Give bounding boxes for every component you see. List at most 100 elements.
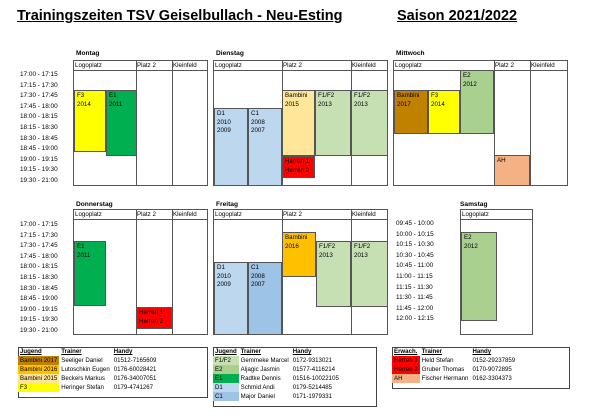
block-d1: D1 2010 2009 bbox=[214, 108, 248, 186]
legend-header: Handy bbox=[113, 348, 133, 355]
col-platz2: Platz 2 bbox=[495, 62, 514, 69]
header-row: Logoplatz Platz 2 Kleinfeld bbox=[74, 210, 207, 220]
time-column-bottom: 17:00 - 17:15 17:15 - 17:30 17:30 - 17:45 1… bbox=[20, 221, 72, 341]
season-label: Saison 2021/2022 bbox=[397, 8, 518, 24]
schedule-tuesday: Logoplatz Platz 2 Kleinfeld D1 2010 2009 C… bbox=[213, 60, 388, 186]
legend-header: Jugend bbox=[215, 348, 237, 355]
col-logoplatz: Logoplatz bbox=[75, 62, 102, 69]
time-slot-label: 19:00 - 19:15 bbox=[20, 305, 58, 313]
time-slot-label: 11:45 - 12:00 bbox=[396, 304, 434, 312]
col-platz2: Platz 2 bbox=[137, 211, 156, 218]
time-slot-label: 17:45 - 18:00 bbox=[20, 102, 58, 110]
legend-row: F1/F2 Gemmeke Marcel 0172-9313021 bbox=[213, 356, 333, 365]
header-row: Logoplatz Platz 2 Kleinfeld bbox=[74, 61, 207, 71]
legend-row: C1 Major Daniel 0171-1979331 bbox=[213, 392, 333, 401]
schedule-thursday: Logoplatz Platz 2 Kleinfeld E1 2011 Herre… bbox=[73, 209, 208, 335]
legend-header: Handy bbox=[292, 348, 312, 355]
legend-header: Trainer bbox=[421, 348, 443, 355]
col-kleinfeld: Kleinfeld bbox=[173, 211, 197, 218]
time-slot-label: 18:45 - 19:00 bbox=[20, 295, 58, 303]
legend-header: Trainer bbox=[240, 348, 261, 355]
block-e2: E2 2012 bbox=[461, 232, 497, 321]
col-kleinfeld: Kleinfeld bbox=[531, 62, 555, 69]
time-slot-label: 19:15 - 19:30 bbox=[20, 316, 58, 324]
divider bbox=[136, 210, 137, 334]
schedule-saturday: Logoplatz E2 2012 bbox=[460, 209, 533, 335]
schedule-monday: Logoplatz Platz 2 Kleinfeld F3 2014 E1 201… bbox=[73, 60, 208, 186]
col-logoplatz: Logoplatz bbox=[75, 211, 102, 218]
block-f1f2: F1/F2 2013 bbox=[315, 90, 351, 156]
time-slot-label: 17:30 - 17:45 bbox=[20, 242, 58, 250]
time-slot-label: 18:15 - 18:30 bbox=[20, 124, 58, 131]
block-bambini: Bambini 2016 bbox=[282, 232, 316, 277]
day-monday: Montag bbox=[76, 50, 100, 57]
legend-row: Bambini 2016 Lutoschkin Eugen 0176-6002842… bbox=[18, 365, 157, 374]
legend-jugend-2: Jugend Trainer Handy F1/F2 Gemmeke Marcel… bbox=[213, 347, 377, 407]
block-e2: E2 2012 bbox=[460, 70, 494, 134]
time-slot-label: 17:00 - 17:15 bbox=[20, 71, 58, 78]
time-slot-label: 10:30 - 10:45 bbox=[396, 251, 434, 259]
block-f3: F3 2014 bbox=[74, 90, 106, 152]
time-slot-label: 17:15 - 17:30 bbox=[20, 81, 58, 89]
col-logoplatz: Logoplatz bbox=[395, 62, 422, 69]
time-column-top: 17:00 - 17:15 17:15 - 17:30 17:30 - 17:45 1… bbox=[20, 71, 72, 191]
divider bbox=[172, 210, 173, 334]
legend-row: Bambini 2017 Seeliger Daniel 01512-7165609 bbox=[18, 356, 157, 365]
time-slot-label: 18:45 - 19:00 bbox=[20, 145, 58, 153]
time-slot-label: 17:15 - 17:30 bbox=[20, 231, 58, 239]
col-platz2: Platz 2 bbox=[283, 211, 302, 218]
legend-erwachsene: Erwach. Trainer Handy Herren 1 Held Stefa… bbox=[392, 347, 570, 389]
time-slot-label: 19:15 - 19:30 bbox=[20, 166, 58, 174]
time-slot-label: 10:00 - 10:15 bbox=[396, 230, 434, 238]
time-slot-label: 12:00 - 12:15 bbox=[396, 315, 434, 323]
time-slot-label: 18:00 - 18:15 bbox=[20, 113, 58, 121]
col-platz2: Platz 2 bbox=[283, 62, 302, 69]
schedule-wednesday: Logoplatz Platz 2 Kleinfeld Bambini 2017 … bbox=[393, 60, 568, 186]
divider bbox=[530, 61, 531, 185]
block-e1: E1 2011 bbox=[106, 90, 137, 156]
legend-row: Herren 1 Held Stefan 0152-29237859 bbox=[392, 356, 516, 365]
block-f1f2: F1/F2 2013 bbox=[351, 241, 388, 307]
legend-row: E2 Aljagic Jasmin 01577-4116214 bbox=[213, 365, 336, 374]
divider bbox=[494, 61, 495, 185]
schedule-friday: Logoplatz Platz 2 Kleinfeld Bambini 2016 … bbox=[213, 209, 388, 335]
legend-row: D1 Schmid Andi 0179-5214485 bbox=[213, 383, 333, 392]
legend-row: E1 Radtke Dennis 01516-10022105 bbox=[213, 374, 339, 383]
header-row: Logoplatz bbox=[461, 210, 532, 220]
block-d1: D1 2010 2009 bbox=[214, 262, 248, 335]
day-wednesday: Mittwoch bbox=[396, 50, 425, 57]
day-tuesday: Dienstag bbox=[216, 50, 244, 57]
legend-header: Trainer bbox=[61, 348, 82, 355]
day-thursday: Donnerstag bbox=[76, 201, 113, 208]
legend-header: Jugend bbox=[20, 348, 42, 355]
header-row: Logoplatz Platz 2 Kleinfeld bbox=[214, 61, 387, 71]
time-slot-label: 18:00 - 18:15 bbox=[20, 263, 58, 271]
legend-row: AH Fischer Hermann 0162-3304373 bbox=[392, 374, 512, 383]
time-slot-label: 18:15 - 18:30 bbox=[20, 274, 58, 281]
divider bbox=[172, 61, 173, 185]
time-slot-label: 11:00 - 11:15 bbox=[396, 273, 433, 280]
block-herren: Herren 1 Herren 2 bbox=[282, 156, 315, 178]
time-slot-label: 10:45 - 11:00 bbox=[396, 262, 434, 270]
legend-row: Bambini 2015 Beckers Markus 0176-34007051 bbox=[18, 374, 157, 383]
legend-row: Herren 2 Gruber Thomas 0170-9072895 bbox=[392, 365, 512, 374]
block-c1: C1 2008 2007 bbox=[248, 262, 282, 335]
legend-header: Erwach. bbox=[394, 348, 418, 355]
block-f3: F3 2014 bbox=[428, 90, 460, 134]
col-kleinfeld: Kleinfeld bbox=[352, 62, 376, 69]
day-friday: Freitag bbox=[216, 201, 238, 208]
block-f1f2: F1/F2 2013 bbox=[316, 241, 351, 307]
col-logoplatz: Logoplatz bbox=[462, 211, 489, 218]
block-c1: C1 2008 2007 bbox=[248, 108, 282, 186]
time-slot-label: 19:30 - 21:00 bbox=[20, 177, 58, 184]
legend-row: F3 Heringer Stefan 0179-4741267 bbox=[18, 383, 154, 392]
page-title: Trainingszeiten TSV Geiselbullach - Neu-… bbox=[17, 8, 343, 24]
col-platz2: Platz 2 bbox=[137, 62, 156, 69]
header-row: Logoplatz Platz 2 Kleinfeld bbox=[214, 210, 387, 220]
time-slot-label: 11:15 - 11:30 bbox=[396, 283, 433, 291]
time-column-saturday: 09:45 - 10:00 10:00 - 10:15 10:15 - 10:30 1… bbox=[396, 220, 458, 330]
col-kleinfeld: Kleinfeld bbox=[352, 211, 376, 218]
time-slot-label: 09:45 - 10:00 bbox=[396, 220, 434, 227]
block-e1: E1 2011 bbox=[74, 241, 106, 306]
time-slot-label: 18:30 - 18:45 bbox=[20, 284, 58, 292]
